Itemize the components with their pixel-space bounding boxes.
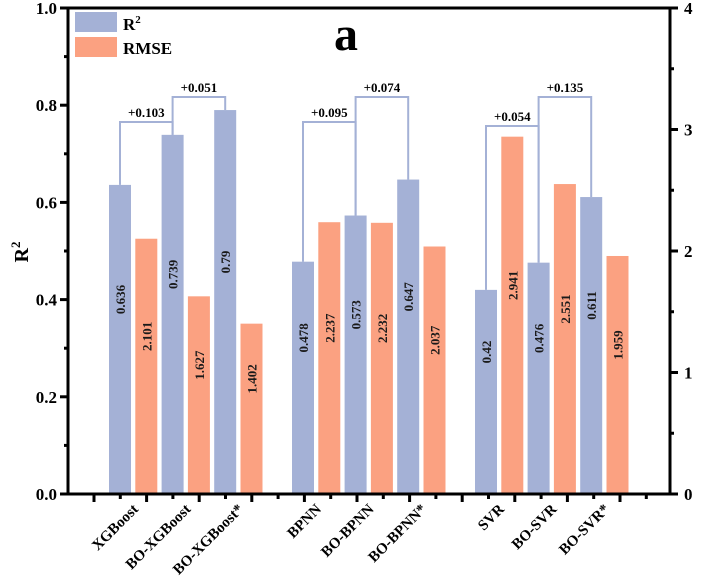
improvement-label: +0.051 bbox=[181, 80, 218, 95]
bar-label-rmse: 2.037 bbox=[428, 325, 443, 355]
bar-rmse-bo-bpnn bbox=[370, 222, 393, 494]
right-tick-label: 4 bbox=[684, 0, 693, 18]
category-label: BPNN bbox=[285, 501, 325, 541]
left-tick-label: 1.0 bbox=[36, 0, 57, 18]
bar-r2-bpnn bbox=[292, 261, 314, 494]
bar-r2-bo-svr-star bbox=[580, 197, 603, 494]
bar-label-r2: 0.476 bbox=[532, 323, 547, 353]
left-tick-label: 0.6 bbox=[36, 193, 57, 212]
bar-r2-bo-xgboost bbox=[161, 134, 184, 494]
bar-r2-svr bbox=[475, 289, 497, 494]
right-tick-label: 2 bbox=[684, 242, 693, 261]
improvement-bracket bbox=[171, 96, 227, 135]
legend: R2 RMSE bbox=[75, 12, 172, 58]
bar-r2-bo-bpnn-star bbox=[397, 179, 420, 495]
left-tick-label: 0.8 bbox=[36, 96, 57, 115]
bar-label-rmse: 2.232 bbox=[375, 314, 390, 343]
category-label: BO-SVR* bbox=[556, 502, 613, 559]
bar-label-r2: 0.478 bbox=[296, 323, 311, 353]
bar-label-rmse: 2.237 bbox=[322, 313, 337, 343]
bar-r2-bo-bpnn bbox=[344, 215, 367, 494]
bar-label-r2: 0.636 bbox=[113, 284, 128, 314]
bar-label-rmse: 1.627 bbox=[192, 350, 207, 380]
bar-rmse-bpnn bbox=[318, 222, 341, 494]
bar-rmse-bo-svr bbox=[553, 184, 576, 494]
improvement-label: +0.074 bbox=[364, 80, 401, 95]
left-tick-label: 0.2 bbox=[36, 388, 57, 407]
right-tick-label: 1 bbox=[684, 364, 693, 383]
improvement-label: +0.135 bbox=[547, 80, 584, 95]
legend-label-r2: R2 bbox=[123, 14, 141, 34]
legend-swatch-r2 bbox=[75, 12, 117, 32]
bar-label-rmse: 1.402 bbox=[245, 364, 260, 393]
bar-label-r2: 0.647 bbox=[401, 282, 416, 312]
bar-label-rmse: 2.551 bbox=[558, 294, 573, 323]
bars-layer: 0.636 2.101 0.739 1.627 0.79 1.402 0.478 2.237 0… bbox=[109, 110, 629, 495]
improvement-bracket bbox=[537, 96, 593, 263]
bar-label-r2: 0.611 bbox=[584, 291, 599, 320]
category-label: SVR bbox=[475, 501, 508, 534]
bar-rmse-bo-xgboost bbox=[187, 296, 210, 494]
improvement-bracket bbox=[354, 96, 410, 216]
left-tick-label: 0.0 bbox=[36, 485, 57, 504]
legend-label-rmse: RMSE bbox=[123, 39, 172, 58]
category-label: BO-SVR bbox=[509, 501, 561, 553]
legend-swatch-rmse bbox=[75, 37, 117, 57]
bar-r2-xgboost bbox=[109, 184, 131, 495]
bar-r2-bo-xgboost-star bbox=[214, 110, 237, 494]
bar-rmse-bo-bpnn-star bbox=[423, 246, 446, 494]
bar-rmse-svr bbox=[501, 136, 524, 494]
right-tick-label: 0 bbox=[684, 485, 693, 504]
left-axis-title: R2 bbox=[8, 242, 33, 263]
improvement-label: +0.103 bbox=[128, 105, 165, 120]
bar-label-rmse: 2.101 bbox=[139, 322, 154, 351]
bar-r2-bo-svr bbox=[527, 262, 550, 494]
bar-label-r2: 0.573 bbox=[349, 300, 364, 330]
panel-letter: a bbox=[334, 8, 358, 61]
bar-label-rmse: 2.941 bbox=[505, 271, 520, 300]
bar-label-r2: 0.739 bbox=[166, 259, 181, 289]
right-tick-label: 3 bbox=[684, 121, 693, 140]
improvement-brackets: +0.103 +0.051 +0.095 +0.074 +0.054 +0.135 bbox=[119, 80, 593, 290]
category-label: XGBoost bbox=[89, 502, 142, 555]
bar-rmse-bo-xgboost-star bbox=[240, 323, 263, 494]
bar-rmse-xgboost bbox=[135, 238, 158, 494]
axes-layer: 0.0 0.2 0.4 0.6 0.8 1.0 0 1 2 3 4 bbox=[36, 0, 693, 504]
bar-label-r2: 0.79 bbox=[218, 250, 233, 273]
improvement-label: +0.095 bbox=[311, 105, 348, 120]
improvement-label: +0.054 bbox=[494, 109, 531, 124]
bar-label-r2: 0.42 bbox=[479, 341, 494, 364]
bar-rmse-bo-svr-star bbox=[606, 255, 629, 494]
left-tick-label: 0.4 bbox=[36, 291, 58, 310]
bar-label-rmse: 1.959 bbox=[611, 330, 626, 360]
